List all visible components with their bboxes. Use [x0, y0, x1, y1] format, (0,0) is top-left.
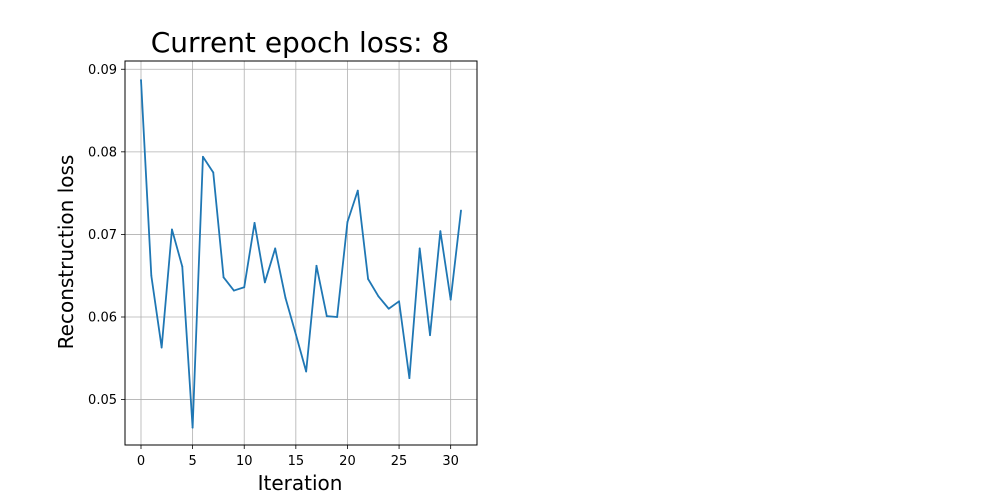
- loss-data-point: [398, 300, 400, 303]
- x-tick-label: 25: [391, 454, 408, 469]
- loss-data-point: [408, 377, 411, 380]
- loss-data-point: [150, 274, 153, 277]
- loss-data-point: [325, 315, 328, 318]
- loss-data-point: [284, 297, 287, 299]
- loss-data-point: [429, 334, 431, 337]
- chart-title: Current epoch loss: 8: [151, 26, 449, 59]
- loss-data-point: [181, 265, 184, 268]
- loss-series-line: [140, 79, 462, 429]
- series-layer: [140, 79, 462, 429]
- loss-data-point: [449, 298, 452, 301]
- y-axis-label: Reconstruction loss: [54, 155, 78, 350]
- loss-data-point: [377, 295, 380, 298]
- x-tick-label: 0: [137, 454, 145, 469]
- x-axis: 0 5 10 15 20 25 30: [137, 445, 459, 469]
- loss-data-point: [243, 286, 246, 289]
- x-tick-label: 20: [339, 454, 356, 469]
- loss-data-point: [212, 171, 215, 174]
- loss-data-point: [367, 278, 369, 280]
- x-tick-label: 5: [188, 454, 196, 469]
- grid: [125, 61, 477, 445]
- y-tick-label: 0.06: [88, 311, 117, 326]
- loss-data-point: [387, 307, 390, 310]
- loss-data-point: [160, 346, 163, 349]
- x-tick-label: 10: [236, 454, 253, 469]
- y-tick-label: 0.09: [88, 63, 117, 78]
- loss-data-point: [253, 221, 256, 224]
- loss-data-point: [294, 333, 297, 336]
- loss-data-point: [222, 276, 225, 279]
- x-tick-label: 30: [442, 454, 459, 469]
- loss-data-point: [171, 228, 173, 231]
- loss-data-point: [336, 316, 339, 318]
- plot-frame: [124, 60, 478, 446]
- loss-data-point: [140, 79, 142, 81]
- loss-data-point: [191, 426, 194, 429]
- x-axis-label: Iteration: [258, 471, 343, 495]
- loss-data-point: [274, 247, 277, 250]
- x-tick-label: 15: [288, 454, 305, 469]
- y-tick-label: 0.08: [88, 145, 117, 160]
- y-axis: 0.05 0.06 0.07 0.08 0.09: [88, 63, 125, 408]
- loss-data-point: [202, 155, 204, 158]
- y-tick-label: 0.05: [88, 393, 117, 408]
- loss-data-point: [315, 264, 318, 267]
- loss-data-point: [233, 289, 235, 292]
- loss-data-point: [439, 230, 442, 233]
- loss-data-point: [263, 281, 266, 284]
- loss-data-point: [460, 209, 462, 212]
- loss-data-point: [418, 247, 421, 250]
- loss-data-point: [346, 221, 349, 223]
- loss-data-point: [356, 189, 359, 192]
- y-tick-label: 0.07: [88, 228, 117, 243]
- loss-data-point: [305, 370, 308, 373]
